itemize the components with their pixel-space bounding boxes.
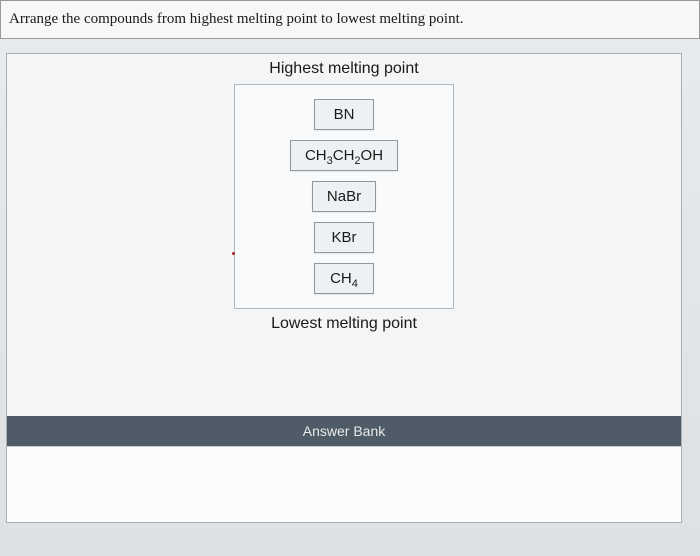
compound-tile[interactable]: NaBr: [312, 181, 376, 212]
answer-bank-header: Answer Bank: [7, 416, 681, 446]
lowest-label: Lowest melting point: [234, 315, 454, 333]
ranking-area: Highest melting point BN CH3CH2OH NaBr K…: [234, 60, 454, 339]
ranking-dropzone[interactable]: BN CH3CH2OH NaBr KBr CH4: [234, 84, 454, 309]
page-background: Arrange the compounds from highest melti…: [0, 0, 700, 556]
compound-tile[interactable]: CH4: [314, 263, 374, 294]
exercise-panel: Highest melting point BN CH3CH2OH NaBr K…: [6, 53, 682, 523]
highest-label: Highest melting point: [234, 60, 454, 78]
compound-tile[interactable]: CH3CH2OH: [290, 140, 398, 171]
compound-tile[interactable]: BN: [314, 99, 374, 130]
answer-bank-body[interactable]: [7, 446, 681, 522]
instruction-text: Arrange the compounds from highest melti…: [0, 0, 700, 39]
compound-tile[interactable]: KBr: [314, 222, 374, 253]
cursor-dot-icon: [232, 252, 235, 255]
